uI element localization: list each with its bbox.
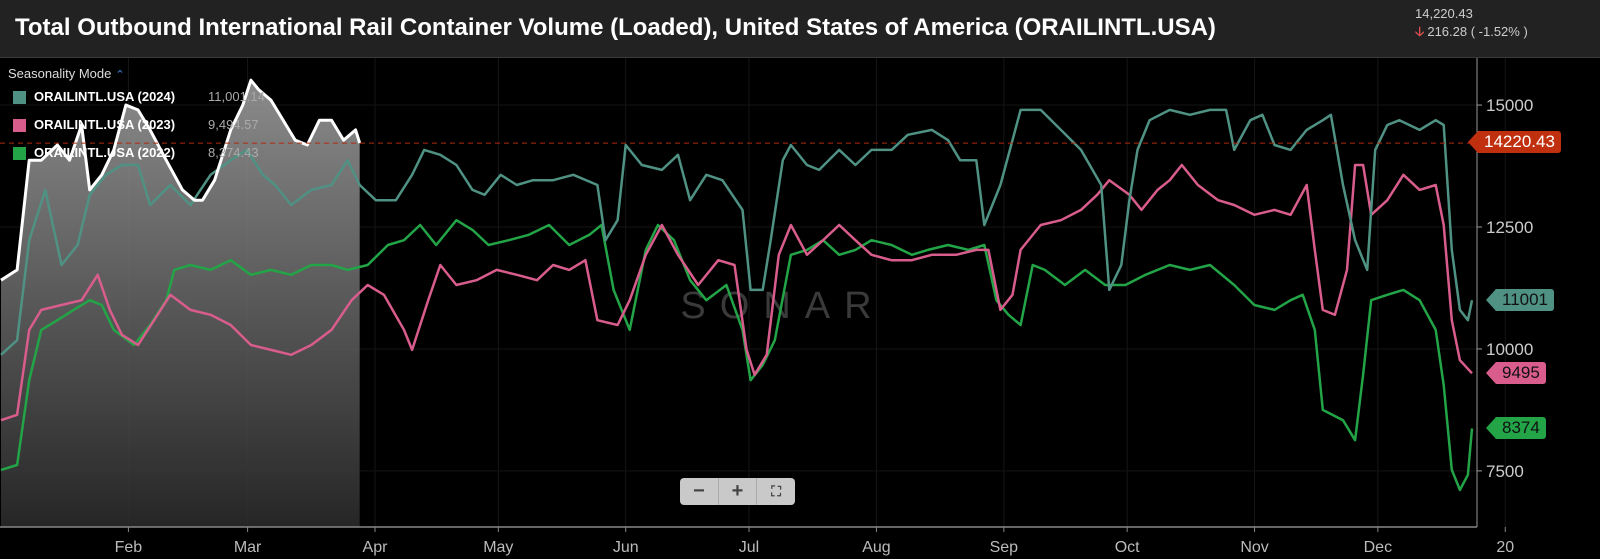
value-tag-2022: 8374 xyxy=(1486,417,1546,439)
legend-item-2023[interactable]: ORAILINTL.USA (2023) 9,494.57 xyxy=(8,117,259,145)
value-tag-2024: 11001 xyxy=(1485,289,1555,311)
x-tick-label: Apr xyxy=(363,539,389,556)
y-axis: 7500 10000 12500 15000 xyxy=(1477,96,1533,481)
down-arrow-icon: 🡣 xyxy=(1415,24,1425,39)
change-text: 216.28 ( -1.52% ) xyxy=(1427,24,1528,39)
series-line-orailintl-usa-2024-[interactable] xyxy=(0,108,1474,356)
x-tick-label: Nov xyxy=(1240,539,1268,556)
x-tick-label: Sep xyxy=(990,539,1019,556)
y-tick-label: 7500 xyxy=(1486,462,1524,481)
legend-value: 11,001.14 xyxy=(208,89,265,104)
series-line-orailintl-usa-2022-[interactable] xyxy=(0,218,1474,492)
x-tick-label: Jul xyxy=(739,539,759,556)
legend-value: 8,374.43 xyxy=(208,145,259,160)
x-tick-label: Feb xyxy=(115,539,143,556)
x-tick-label: Mar xyxy=(234,539,262,556)
value-tag-2023: 9495 xyxy=(1486,362,1546,384)
legend: Seasonality Mode ⌃ ORAILINTL.USA (2024) 11… xyxy=(8,66,265,173)
x-tick-label: 20 xyxy=(1496,539,1514,556)
y-tick-label: 15000 xyxy=(1486,96,1533,115)
x-tick-label: May xyxy=(483,539,513,556)
legend-value: 9,494.57 xyxy=(208,117,259,132)
legend-label: ORAILINTL.USA (2022) xyxy=(34,145,176,160)
fullscreen-button[interactable]: ⛶ xyxy=(771,483,782,499)
chevron-up-icon: ⌃ xyxy=(115,69,125,81)
legend-label: ORAILINTL.USA (2024) xyxy=(34,89,176,104)
x-tick-label: Oct xyxy=(1115,539,1140,556)
chart-header: Total Outbound International Rail Contai… xyxy=(0,0,1600,58)
legend-label: ORAILINTL.USA (2023) xyxy=(34,117,176,132)
y-tick-label: 12500 xyxy=(1486,218,1533,237)
y-tick-label: 10000 xyxy=(1486,340,1533,359)
chart-title: Total Outbound International Rail Contai… xyxy=(15,14,1216,41)
x-tick-label: Aug xyxy=(862,539,890,556)
swatch-icon xyxy=(13,147,26,160)
x-axis: Feb Mar Apr May Jun Jul Aug Sep Oct Nov Dec 20 xyxy=(115,527,1514,556)
zoom-out-button[interactable]: − xyxy=(680,478,719,505)
series-group xyxy=(0,78,1474,527)
legend-item-2024[interactable]: ORAILINTL.USA (2024) 11,001.14 xyxy=(8,89,265,117)
series-line-orailintl-usa-current-[interactable] xyxy=(0,78,362,282)
seasonality-mode-toggle[interactable]: Seasonality Mode ⌃ xyxy=(8,66,125,81)
legend-item-2022[interactable]: ORAILINTL.USA (2022) 8,374.43 xyxy=(8,145,259,173)
series-line-orailintl-usa-2023-[interactable] xyxy=(0,163,1473,422)
change-readout: 🡣 216.28 ( -1.52% ) xyxy=(1415,23,1528,45)
zoom-controls: − + ⛶ xyxy=(680,478,795,505)
x-tick-label: Jun xyxy=(613,539,639,556)
last-value: 14,220.43 xyxy=(1415,6,1473,21)
x-tick-label: Dec xyxy=(1364,539,1392,556)
swatch-icon xyxy=(13,91,26,104)
seasonality-mode-label: Seasonality Mode xyxy=(8,66,112,81)
sonar-watermark: SONAR xyxy=(680,285,885,327)
current-value-tag: 14220.43 xyxy=(1468,131,1561,153)
zoom-in-button[interactable]: + xyxy=(719,478,758,505)
swatch-icon xyxy=(13,119,26,132)
